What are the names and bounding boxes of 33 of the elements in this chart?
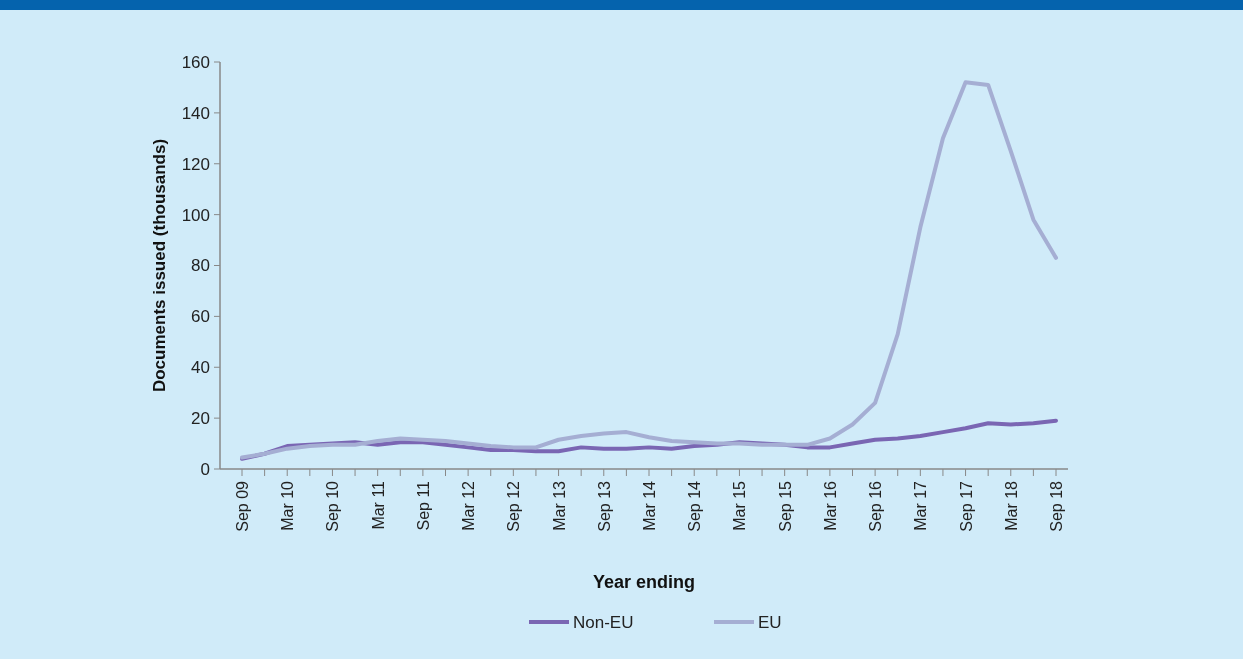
x-tick-label: Mar 17 xyxy=(912,480,930,531)
y-tick-label: 140 xyxy=(181,103,210,123)
y-tick-label: 160 xyxy=(181,52,210,72)
x-tick-label: Mar 16 xyxy=(821,480,839,531)
x-tick-label: Mar 15 xyxy=(731,480,749,531)
legend-label: Non-EU xyxy=(573,612,634,632)
y-tick-label: 120 xyxy=(181,154,210,174)
y-tick-label: 20 xyxy=(191,409,210,429)
x-tick-label: Sep 17 xyxy=(957,480,975,532)
x-axis-title: Year ending xyxy=(592,572,696,592)
line-series xyxy=(240,80,1058,460)
legend-label: EU xyxy=(758,612,782,632)
y-tick-label: 40 xyxy=(191,358,210,378)
x-tick-label: Sep 18 xyxy=(1048,480,1065,532)
y-tick-label: 100 xyxy=(181,205,210,225)
x-tick-label: Mar 14 xyxy=(641,480,658,531)
y-axis-title: Documents issued (thousands) xyxy=(150,138,169,393)
y-tick-label: 60 xyxy=(191,307,210,327)
x-tick-label: Sep 16 xyxy=(867,480,885,532)
x-tick-label: Mar 18 xyxy=(1002,480,1020,531)
x-tick-label: Sep 14 xyxy=(686,480,704,532)
x-tick-label: Sep 09 xyxy=(234,480,251,532)
x-tick-label: Mar 12 xyxy=(460,480,478,531)
x-tick-label: Sep 11 xyxy=(414,480,432,531)
x-tick-label: Sep 13 xyxy=(595,480,613,532)
y-tick-label: 0 xyxy=(200,459,210,479)
x-tick-label: Sep 12 xyxy=(505,480,523,532)
x-tick-label: Mar 13 xyxy=(550,480,568,531)
x-tick-label: Mar 10 xyxy=(279,480,297,531)
x-tick-label: Sep 15 xyxy=(776,480,794,532)
x-tick-label: Sep 10 xyxy=(324,480,342,532)
x-tick-label: Mar 11 xyxy=(369,480,387,530)
y-tick-label: 80 xyxy=(191,256,210,276)
